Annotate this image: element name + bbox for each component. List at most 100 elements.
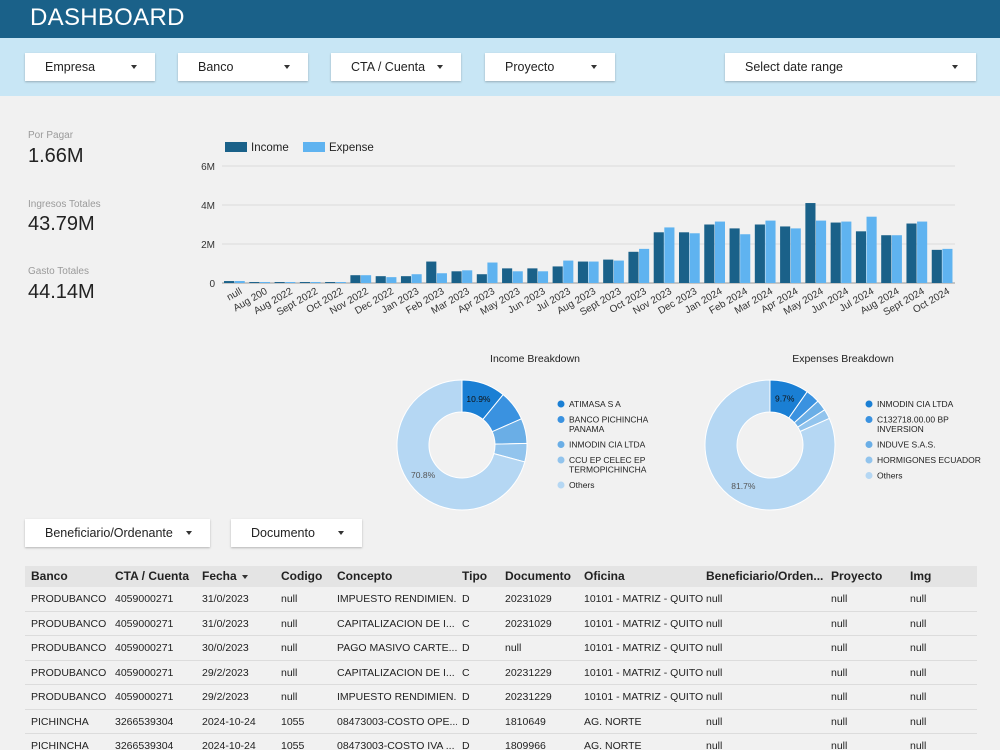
column-header[interactable]: Concepto	[337, 566, 457, 587]
table-row[interactable]: PRODUBANCO 4059000271 31/0/2023 null CAPITAL…	[25, 612, 977, 636]
bar-income[interactable]	[325, 282, 336, 283]
table-row[interactable]: PRODUBANCO 4059000271 29/2/2023 null IMPUEST…	[25, 685, 977, 710]
column-header[interactable]: Documento	[505, 566, 581, 587]
bar-expense[interactable]	[790, 228, 801, 283]
bar-expense[interactable]	[234, 281, 245, 283]
table-cell: 10101 - MATRIZ - QUITO	[584, 642, 704, 654]
bar-expense[interactable]	[310, 282, 321, 283]
bar-expense[interactable]	[815, 220, 827, 283]
column-header[interactable]: CTA / Cuenta	[115, 566, 200, 587]
bar-income[interactable]	[754, 224, 765, 284]
bar-income[interactable]	[299, 282, 310, 283]
legend-dot	[865, 456, 873, 464]
column-header[interactable]: Proyecto	[831, 566, 907, 587]
column-header[interactable]: Img	[910, 566, 970, 587]
bar-expense[interactable]	[689, 233, 700, 283]
bar-expense[interactable]	[942, 248, 953, 283]
table-cell: D	[462, 715, 470, 728]
table-row[interactable]: PRODUBANCO 4059000271 30/0/2023 null PAGO MA…	[25, 636, 977, 661]
bar-expense[interactable]	[891, 235, 902, 283]
documento-dropdown[interactable]: Documento	[231, 519, 362, 547]
bar-income[interactable]	[678, 232, 690, 283]
bar-expense[interactable]	[386, 277, 397, 283]
proyecto-dropdown[interactable]: Proyecto	[485, 53, 615, 81]
bar-income[interactable]	[653, 232, 664, 283]
bar-expense[interactable]	[335, 282, 346, 283]
table-cell: 1809966	[505, 740, 546, 750]
legend-swatch	[225, 142, 247, 152]
chevron-down-icon	[284, 65, 290, 69]
table-row[interactable]: PRODUBANCO 4059000271 31/0/2023 null IMPUEST…	[25, 587, 977, 612]
column-header[interactable]: Oficina	[584, 566, 704, 587]
bar-income[interactable]	[375, 276, 386, 283]
bar-income[interactable]	[603, 259, 614, 283]
bar-expense[interactable]	[714, 221, 725, 283]
table-cell: 1055	[281, 740, 305, 750]
bar-income[interactable]	[628, 251, 639, 283]
bar-income[interactable]	[729, 228, 740, 283]
bar-income[interactable]	[426, 261, 437, 283]
bar-expense[interactable]	[664, 227, 675, 283]
legend-dot	[557, 441, 565, 448]
bar-expense[interactable]	[639, 248, 650, 283]
donut-slice[interactable]	[396, 379, 526, 511]
bar-expense[interactable]	[740, 234, 751, 283]
table-cell: 31/0/2023	[202, 617, 249, 630]
bar-income[interactable]	[931, 249, 942, 283]
empresa-dropdown[interactable]: Empresa	[25, 53, 155, 81]
bar-expense[interactable]	[487, 262, 498, 283]
bar-expense[interactable]	[588, 261, 599, 283]
banco-dropdown[interactable]: Banco	[178, 53, 308, 81]
column-header[interactable]: Codigo	[281, 566, 335, 587]
sort-descending-icon[interactable]	[241, 574, 248, 579]
table-row[interactable]: PICHINCHA 3266539304 2024-10-24 1055 0847300…	[25, 734, 977, 750]
legend-label: Others	[877, 471, 903, 481]
bar-expense[interactable]	[512, 271, 523, 283]
bar-expense[interactable]	[866, 216, 877, 283]
bar-income[interactable]	[249, 282, 260, 283]
bar-expense[interactable]	[841, 221, 852, 283]
bar-income[interactable]	[552, 266, 563, 283]
bar-expense[interactable]	[259, 282, 271, 283]
column-header[interactable]: Tipo	[462, 566, 502, 587]
bar-expense[interactable]	[462, 270, 473, 283]
bar-income[interactable]	[906, 223, 917, 283]
bar-income[interactable]	[476, 274, 487, 283]
bar-expense[interactable]	[411, 274, 422, 283]
bar-expense[interactable]	[765, 220, 776, 283]
legend-dot	[865, 441, 873, 448]
bar-income[interactable]	[855, 231, 867, 283]
bar-income[interactable]	[451, 271, 462, 283]
cuenta-dropdown[interactable]: CTA / Cuenta	[331, 53, 461, 81]
bar-income[interactable]	[881, 235, 892, 283]
bar-income[interactable]	[577, 261, 588, 283]
bar-income[interactable]	[780, 226, 791, 283]
column-header[interactable]: Beneficiario/Orden...	[706, 566, 828, 587]
column-header[interactable]: Fecha	[202, 566, 278, 587]
bar-expense[interactable]	[563, 260, 574, 283]
bar-expense[interactable]	[436, 273, 447, 283]
bar-income[interactable]	[400, 276, 412, 283]
table-cell: 20231229	[505, 666, 552, 679]
bar-income[interactable]	[274, 282, 285, 283]
bar-income[interactable]	[805, 203, 816, 283]
bar-income[interactable]	[502, 268, 513, 283]
table-row[interactable]: PICHINCHA 3266539304 2024-10-24 1055 0847300…	[25, 710, 977, 734]
donut-slice[interactable]	[704, 379, 836, 511]
date-range-picker[interactable]: Select date range	[725, 53, 976, 81]
bar-expense[interactable]	[285, 282, 296, 283]
bar-expense[interactable]	[613, 260, 624, 283]
bar-income[interactable]	[224, 281, 235, 283]
bar-expense[interactable]	[537, 271, 549, 283]
transactions-table: Banco CTA / Cuenta Fecha Codigo Concepto Tipo…	[25, 566, 977, 750]
bar-income[interactable]	[527, 268, 538, 283]
bar-expense[interactable]	[361, 275, 372, 283]
bar-expense[interactable]	[917, 221, 928, 283]
bar-income[interactable]	[830, 222, 841, 283]
beneficiario-dropdown[interactable]: Beneficiario/Ordenante	[25, 519, 210, 547]
table-row[interactable]: PRODUBANCO 4059000271 29/2/2023 null CAPITAL…	[25, 661, 977, 685]
bar-income[interactable]	[350, 275, 361, 283]
column-header[interactable]: Banco	[31, 566, 113, 587]
bar-income[interactable]	[704, 224, 715, 284]
legend-label: BANCO PICHINCHA PANAMA	[569, 415, 649, 435]
